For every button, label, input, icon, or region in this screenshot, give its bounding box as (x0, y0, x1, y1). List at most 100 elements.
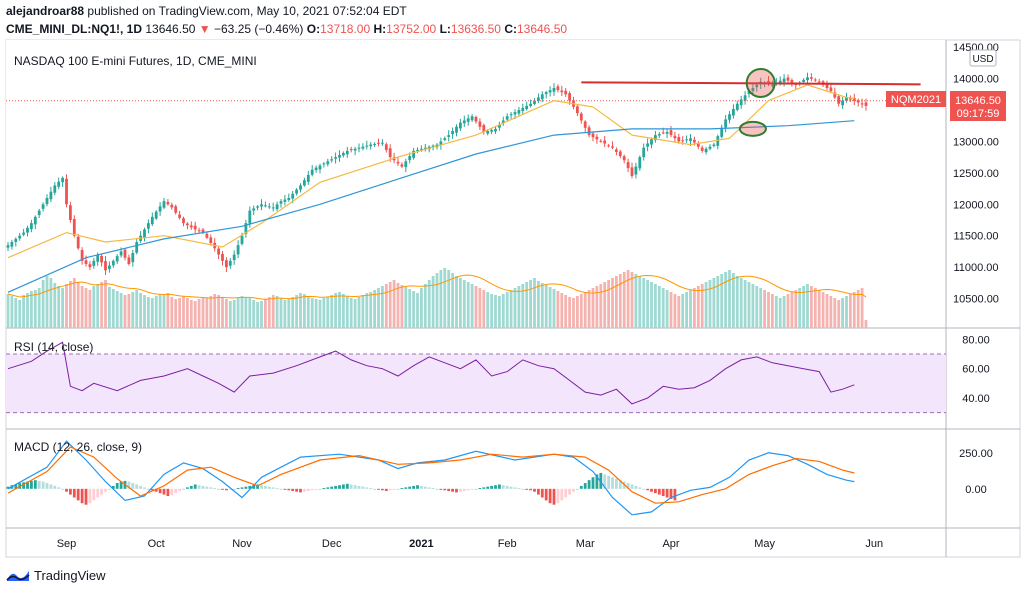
volume-bar (681, 294, 685, 328)
volume-bar (825, 294, 829, 328)
macd-histogram-bar (170, 488, 174, 496)
volume-bar (720, 274, 724, 328)
volume-bar (529, 280, 532, 328)
candle-body (345, 150, 349, 155)
time-tick-label: Feb (498, 538, 517, 550)
macd-histogram-bar (322, 488, 326, 490)
candle-body (186, 223, 189, 226)
candle-body (529, 103, 532, 106)
open-label: O: (306, 22, 321, 36)
macd-histogram-bar (591, 477, 595, 489)
volume-bar (88, 290, 92, 328)
volume-bar (533, 278, 536, 328)
down-arrow-icon: ▼ (198, 22, 211, 36)
volume-bar (69, 281, 72, 328)
volume-bar (72, 278, 76, 328)
volume-bar (657, 286, 661, 328)
macd-histogram-bar (501, 485, 505, 489)
volume-bar (295, 295, 298, 328)
price-tick-label: 12500.00 (953, 168, 999, 180)
candle-body (111, 260, 115, 266)
volume-bar (108, 287, 111, 328)
candle-body (65, 178, 68, 205)
high-value: 13752.00 (386, 22, 437, 36)
candle-body (486, 130, 490, 134)
candle-body (14, 238, 18, 242)
candle-body (564, 90, 568, 95)
candle-body (611, 146, 614, 148)
volume-bar (774, 296, 778, 328)
macd-histogram-bar (498, 484, 501, 489)
candle-body (205, 233, 209, 238)
volume-bar (303, 294, 306, 328)
volume-bar (186, 298, 189, 328)
volume-bar (326, 297, 330, 328)
candle-body (61, 177, 64, 183)
volume-bar (381, 286, 384, 328)
volume-bar (486, 292, 490, 328)
candle-body (626, 162, 630, 169)
volume-bar (342, 294, 345, 328)
volume-bar (201, 297, 205, 328)
candle-body (189, 225, 193, 228)
candle-body (123, 249, 127, 258)
author-name[interactable]: alejandroar88 (6, 4, 85, 18)
volume-bar (474, 286, 478, 328)
volume-bar (115, 291, 119, 328)
macd-histogram-bar (65, 488, 68, 492)
volume-bar (591, 288, 595, 328)
volume-ma-line (7, 274, 867, 300)
tradingview-footer[interactable]: TradingView (6, 567, 106, 583)
rsi-pane: 80.00 60.00 40.00 (6, 334, 990, 414)
candle-body (314, 167, 318, 171)
volume-bar (767, 292, 770, 328)
candle-body (576, 106, 579, 114)
macd-tick-label: 250.00 (959, 448, 993, 460)
volume-bar (178, 298, 181, 328)
macd-histogram-bar (451, 488, 454, 492)
macd-histogram-bar (478, 488, 482, 490)
candle-body (829, 87, 833, 92)
macd-histogram-bar (127, 481, 131, 489)
currency-badge[interactable] (969, 49, 997, 67)
volume-bar (603, 282, 607, 328)
candle-body (416, 149, 419, 151)
volume-bar (392, 280, 396, 328)
time-tick-label: Apr (662, 538, 679, 550)
volume-bar (462, 280, 466, 328)
candle-body (221, 253, 224, 261)
macd-histogram-bar (345, 483, 349, 489)
candle-body (381, 142, 384, 144)
candle-body (217, 248, 220, 255)
macd-histogram-bar (357, 485, 361, 489)
candle-body (150, 216, 154, 225)
candle-body (49, 191, 53, 200)
candle-body (650, 139, 653, 145)
candle-body (724, 119, 727, 128)
tradingview-logo-icon (6, 571, 30, 581)
candle-body (275, 204, 279, 210)
volume-bar (552, 289, 556, 328)
volume-bar (166, 293, 170, 328)
close-value: 13646.50 (516, 22, 568, 36)
candle-body (143, 229, 146, 238)
macd-histogram-bar (435, 488, 439, 490)
ma-fast-line (7, 84, 855, 259)
volume-bar (221, 297, 224, 328)
macd-histogram-bar (462, 488, 466, 491)
macd-histogram-bar (587, 480, 591, 489)
volume-bar (174, 299, 178, 328)
candle-body (420, 148, 423, 150)
macd-histogram-bar (131, 483, 135, 489)
volume-bar (135, 290, 139, 328)
volume-bar (217, 295, 220, 328)
candle-body (439, 141, 443, 145)
candle-body (716, 136, 720, 146)
candle-body (100, 255, 103, 263)
macd-histogram-bar (404, 487, 408, 489)
volume-bar (306, 296, 310, 328)
macd-tick-label: 0.00 (965, 484, 986, 496)
macd-histogram-bar (548, 488, 552, 504)
macd-histogram-bar (634, 485, 638, 489)
